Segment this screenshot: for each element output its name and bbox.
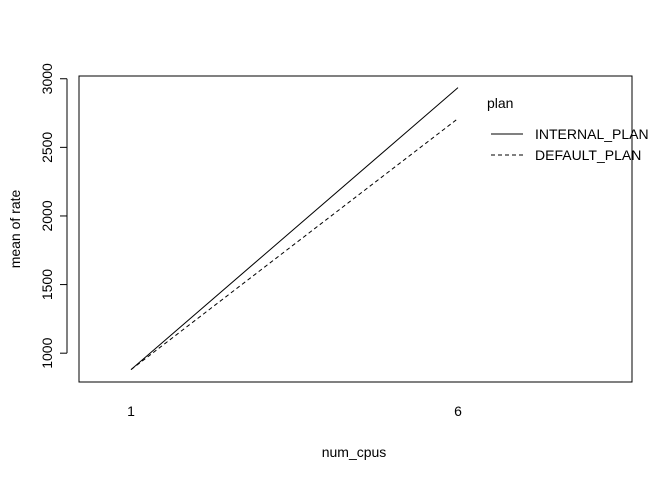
legend-title: plan	[487, 95, 513, 111]
plot-frame	[78, 75, 633, 383]
legend: plan INTERNAL_PLAN DEFAULT_PLAN	[487, 95, 649, 163]
y-tick-label: 2000	[39, 200, 55, 231]
legend-entry-label: INTERNAL_PLAN	[535, 126, 649, 142]
y-axis: 1000 1500 2000 2500 3000	[39, 63, 68, 369]
x-tick-label: 1	[127, 403, 135, 419]
y-tick-label: 1500	[39, 269, 55, 300]
y-tick-label: 2500	[39, 132, 55, 163]
legend-entries: INTERNAL_PLAN DEFAULT_PLAN	[491, 126, 649, 163]
series-layer	[130, 87, 459, 371]
x-tick-label: 6	[454, 403, 462, 419]
series-line-internal-plan	[130, 87, 459, 371]
y-tick-label: 1000	[39, 337, 55, 368]
series-line-default-plan	[130, 118, 459, 371]
x-axis-label: num_cpus	[322, 444, 387, 460]
legend-entry-label: DEFAULT_PLAN	[535, 147, 641, 163]
y-axis-label: mean of rate	[7, 189, 23, 268]
y-tick-label: 3000	[39, 63, 55, 94]
